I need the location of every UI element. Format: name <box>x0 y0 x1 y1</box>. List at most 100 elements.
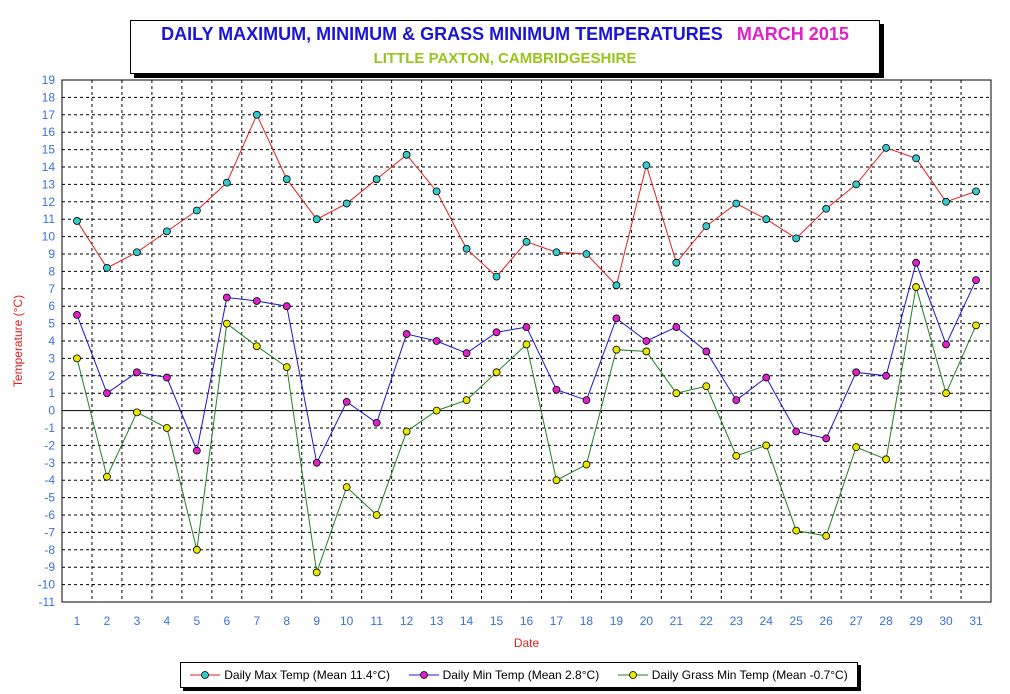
data-point-grass <box>342 483 351 492</box>
data-point-max <box>192 206 201 215</box>
legend-item-grass: Daily Grass Min Temp (Mean -0.7°C) <box>617 668 848 682</box>
data-point-grass <box>972 321 980 330</box>
chart-title: DAILY MAXIMUM, MINIMUM & GRASS MINIMUM T… <box>131 24 879 45</box>
y-tick-label: -7 <box>44 525 55 539</box>
data-point-max <box>492 272 501 281</box>
y-tick-label: 4 <box>48 334 55 348</box>
y-tick-label: -4 <box>44 473 55 487</box>
chart-legend: Daily Max Temp (Mean 11.4°C) Daily Min T… <box>180 662 858 688</box>
legend-swatch-min <box>408 671 439 679</box>
data-point-grass <box>282 363 291 372</box>
data-point-min <box>612 314 621 323</box>
data-point-grass <box>73 354 81 363</box>
legend-swatch-grass <box>617 671 648 679</box>
x-tick-label: 3 <box>134 614 141 628</box>
y-axis-label: Temperature (°C) <box>11 295 25 387</box>
data-point-min <box>312 458 321 467</box>
data-point-max <box>462 244 471 253</box>
plot-frame <box>61 79 992 603</box>
x-tick-label: 2 <box>104 614 111 628</box>
data-point-grass <box>852 443 861 452</box>
chart-title-period: MARCH 2015 <box>736 24 849 44</box>
y-tick-label: -2 <box>44 438 55 452</box>
x-tick-label: 28 <box>879 614 893 628</box>
data-point-max <box>432 187 441 196</box>
data-point-grass <box>522 340 531 349</box>
y-tick-label: -5 <box>44 491 55 505</box>
x-tick-label: 20 <box>640 614 654 628</box>
data-point-grass <box>672 389 681 398</box>
data-point-min <box>522 323 531 331</box>
data-point-grass <box>492 368 501 377</box>
x-tick-label: 19 <box>610 614 624 628</box>
data-point-min <box>732 396 741 405</box>
x-tick-label: 1 <box>74 614 81 628</box>
data-point-max <box>642 161 651 170</box>
data-point-min <box>972 276 980 285</box>
x-tick-label: 23 <box>730 614 744 628</box>
x-tick-label: 15 <box>490 614 504 628</box>
data-point-grass <box>222 319 231 328</box>
legend-label-max: Daily Max Temp (Mean 11.4°C) <box>224 668 391 682</box>
data-point-min <box>402 330 411 338</box>
x-tick-label: 16 <box>520 614 534 628</box>
data-point-min <box>462 349 471 358</box>
data-point-max <box>162 227 171 236</box>
y-tick-label: 13 <box>42 177 56 191</box>
x-tick-label: 14 <box>460 614 474 628</box>
data-point-max <box>702 222 711 231</box>
y-tick-label: 19 <box>42 73 56 87</box>
data-point-min <box>582 396 591 405</box>
data-point-min <box>852 368 861 377</box>
data-point-grass <box>612 345 621 354</box>
x-tick-label: 31 <box>969 614 983 628</box>
chart-title-box: DAILY MAXIMUM, MINIMUM & GRASS MINIMUM T… <box>130 20 880 74</box>
data-point-grass <box>732 451 741 460</box>
legend-label-min: Daily Min Temp (Mean 2.8°C) <box>442 668 600 682</box>
data-point-min <box>702 347 711 356</box>
y-tick-label: 16 <box>42 125 56 139</box>
data-point-max <box>73 217 81 225</box>
y-tick-label: 18 <box>42 90 56 104</box>
x-tick-label: 21 <box>670 614 684 628</box>
y-tick-label: -3 <box>44 456 55 470</box>
x-tick-label: 11 <box>370 614 383 628</box>
data-point-grass <box>702 382 711 391</box>
data-point-max <box>103 264 111 272</box>
y-tick-label: -8 <box>44 543 55 557</box>
data-point-max <box>552 248 561 257</box>
data-point-min <box>822 434 831 443</box>
data-point-max <box>372 175 381 184</box>
y-tick-label: -10 <box>38 578 56 592</box>
data-point-grass <box>822 531 831 540</box>
y-tick-label: 1 <box>48 386 55 400</box>
data-point-min <box>882 371 891 380</box>
data-point-min <box>133 368 141 377</box>
data-point-max <box>792 234 801 243</box>
data-point-max <box>402 150 411 159</box>
x-tick-label: 4 <box>164 614 171 628</box>
data-point-min <box>552 385 561 394</box>
data-point-min <box>942 340 950 349</box>
data-point-max <box>672 258 681 267</box>
x-tick-label: 13 <box>430 614 444 628</box>
y-tick-label: 3 <box>48 351 55 365</box>
y-tick-label: -9 <box>44 560 55 574</box>
y-tick-label: 10 <box>42 230 56 244</box>
x-tick-label: 24 <box>760 614 774 628</box>
data-point-min <box>762 373 771 382</box>
data-point-grass <box>882 455 891 464</box>
data-point-min <box>642 337 651 345</box>
y-tick-label: 7 <box>48 282 55 296</box>
data-point-grass <box>792 526 801 535</box>
x-tick-label: 25 <box>790 614 804 628</box>
data-point-min <box>103 389 111 398</box>
y-tick-label: 14 <box>42 160 56 174</box>
data-point-grass <box>912 283 920 291</box>
data-point-min <box>73 310 81 319</box>
data-point-max <box>882 143 891 152</box>
y-tick-label: 8 <box>48 264 55 278</box>
y-tick-label: 11 <box>43 212 56 226</box>
data-point-max <box>312 215 321 224</box>
